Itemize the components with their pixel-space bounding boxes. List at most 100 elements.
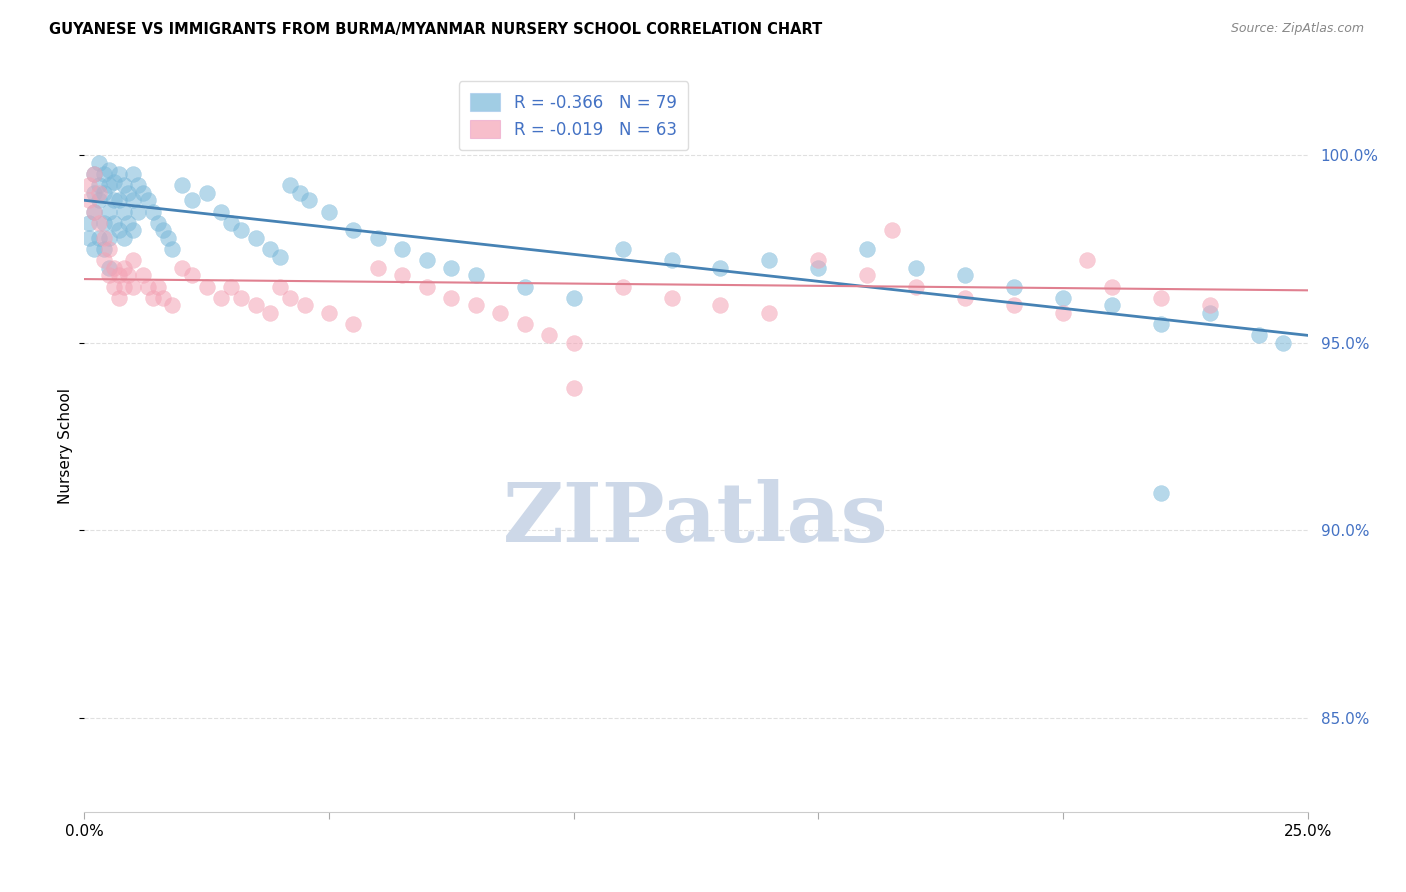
- Point: [209, 204, 232, 219]
- Point: [758, 253, 780, 268]
- Point: [112, 231, 135, 245]
- Point: [391, 242, 413, 256]
- Point: [278, 291, 301, 305]
- Point: [259, 306, 281, 320]
- Point: [146, 216, 169, 230]
- Point: [298, 194, 321, 208]
- Point: [122, 194, 145, 208]
- Point: [269, 250, 291, 264]
- Point: [1101, 279, 1123, 293]
- Point: [259, 242, 281, 256]
- Point: [1247, 328, 1270, 343]
- Point: [661, 253, 683, 268]
- Point: [97, 268, 120, 283]
- Point: [83, 167, 105, 181]
- Point: [1052, 306, 1074, 320]
- Point: [562, 291, 585, 305]
- Point: [269, 279, 291, 293]
- Point: [612, 242, 634, 256]
- Point: [391, 268, 413, 283]
- Point: [112, 178, 135, 193]
- Point: [117, 186, 139, 200]
- Point: [97, 231, 120, 245]
- Point: [440, 260, 463, 275]
- Point: [77, 194, 100, 208]
- Point: [117, 268, 139, 283]
- Point: [136, 194, 159, 208]
- Point: [1198, 298, 1220, 312]
- Point: [709, 260, 731, 275]
- Point: [562, 335, 585, 350]
- Point: [83, 167, 105, 181]
- Point: [77, 216, 100, 230]
- Point: [181, 268, 204, 283]
- Point: [464, 298, 486, 312]
- Point: [195, 279, 218, 293]
- Point: [87, 156, 110, 170]
- Point: [103, 175, 125, 189]
- Point: [93, 167, 115, 181]
- Point: [181, 194, 204, 208]
- Point: [132, 186, 155, 200]
- Point: [97, 242, 120, 256]
- Point: [172, 260, 194, 275]
- Point: [342, 223, 364, 237]
- Point: [342, 317, 364, 331]
- Point: [107, 291, 129, 305]
- Point: [416, 253, 439, 268]
- Point: [93, 242, 115, 256]
- Point: [807, 260, 830, 275]
- Point: [146, 279, 169, 293]
- Point: [1198, 306, 1220, 320]
- Point: [97, 178, 120, 193]
- Point: [112, 260, 135, 275]
- Point: [97, 260, 120, 275]
- Point: [1052, 291, 1074, 305]
- Point: [87, 194, 110, 208]
- Point: [905, 279, 928, 293]
- Y-axis label: Nursery School: Nursery School: [58, 388, 73, 504]
- Point: [1150, 291, 1173, 305]
- Point: [93, 231, 115, 245]
- Point: [142, 204, 165, 219]
- Point: [162, 242, 184, 256]
- Point: [880, 223, 903, 237]
- Point: [83, 186, 105, 200]
- Point: [513, 279, 536, 293]
- Text: Source: ZipAtlas.com: Source: ZipAtlas.com: [1230, 22, 1364, 36]
- Point: [107, 268, 129, 283]
- Point: [122, 279, 145, 293]
- Point: [367, 231, 389, 245]
- Point: [195, 186, 218, 200]
- Point: [122, 167, 145, 181]
- Point: [132, 268, 155, 283]
- Point: [538, 328, 561, 343]
- Point: [562, 381, 585, 395]
- Point: [294, 298, 316, 312]
- Point: [107, 167, 129, 181]
- Point: [807, 253, 830, 268]
- Point: [278, 178, 301, 193]
- Point: [1076, 253, 1098, 268]
- Point: [367, 260, 389, 275]
- Text: GUYANESE VS IMMIGRANTS FROM BURMA/MYANMAR NURSERY SCHOOL CORRELATION CHART: GUYANESE VS IMMIGRANTS FROM BURMA/MYANMA…: [49, 22, 823, 37]
- Point: [83, 242, 105, 256]
- Point: [87, 178, 110, 193]
- Point: [87, 186, 110, 200]
- Point: [758, 306, 780, 320]
- Point: [1002, 279, 1025, 293]
- Point: [112, 204, 135, 219]
- Point: [122, 253, 145, 268]
- Point: [489, 306, 512, 320]
- Point: [97, 204, 120, 219]
- Text: ZIPatlas: ZIPatlas: [503, 479, 889, 559]
- Point: [953, 291, 976, 305]
- Point: [661, 291, 683, 305]
- Point: [127, 178, 149, 193]
- Point: [127, 204, 149, 219]
- Point: [440, 291, 463, 305]
- Point: [1150, 486, 1173, 500]
- Point: [464, 268, 486, 283]
- Point: [77, 231, 100, 245]
- Point: [93, 186, 115, 200]
